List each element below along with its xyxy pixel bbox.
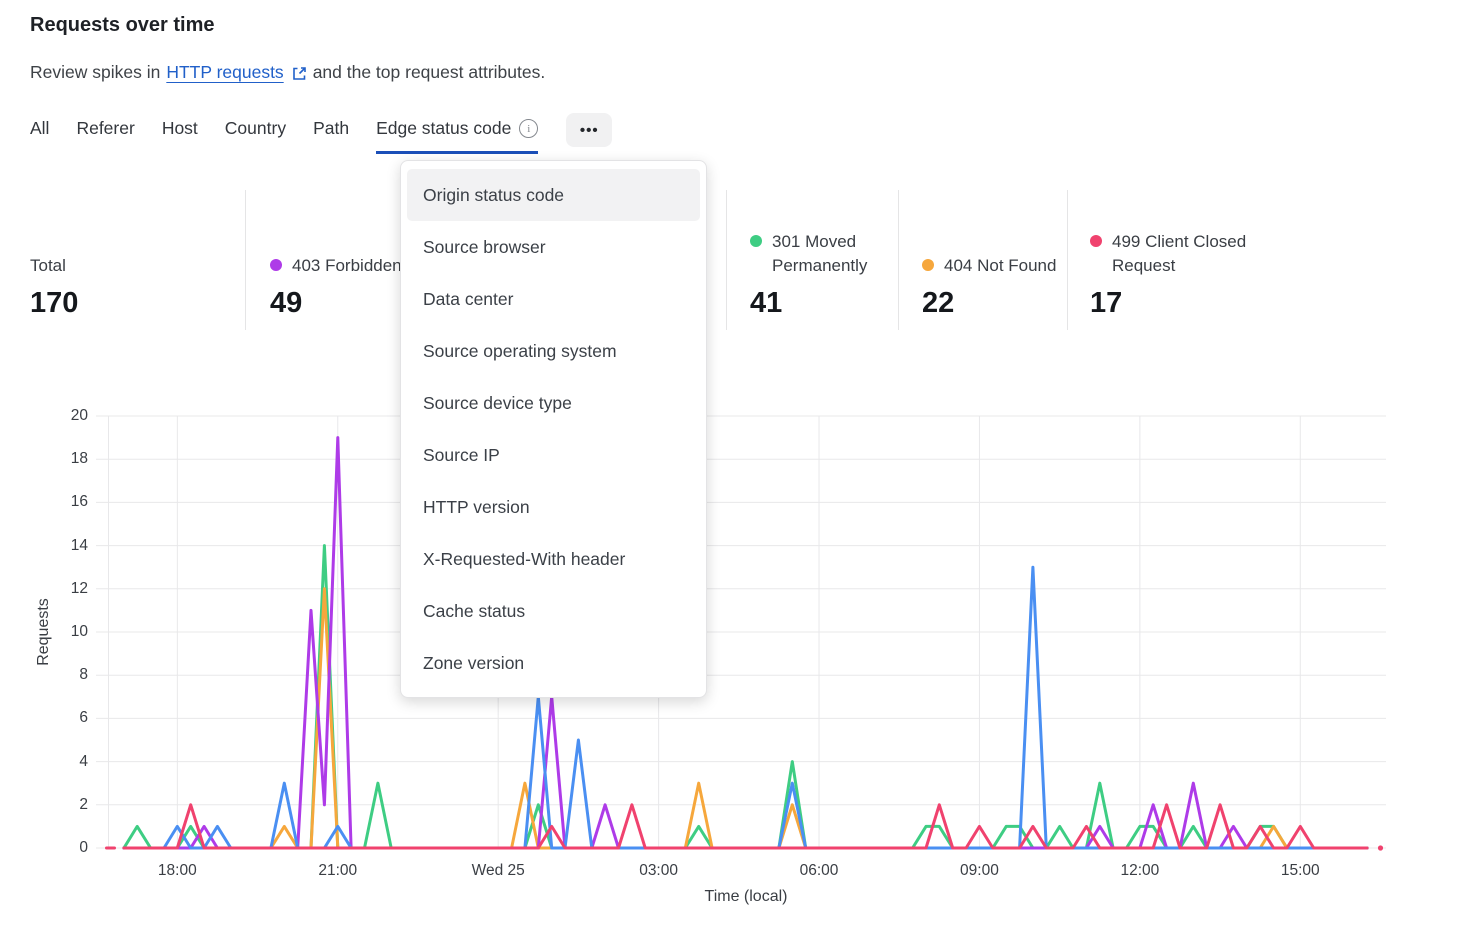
x-tick-label: 06:00 — [800, 862, 839, 880]
x-tick-label: 03:00 — [639, 862, 678, 880]
y-tick-label: 0 — [36, 839, 88, 857]
y-tick-label: 10 — [36, 623, 88, 641]
tab-path[interactable]: Path — [313, 118, 349, 151]
stat-total-value: 170 — [30, 287, 78, 320]
x-tick-label: 15:00 — [1281, 862, 1320, 880]
stat-499-value: 17 — [1090, 287, 1280, 320]
menu-item-zone-version[interactable]: Zone version — [407, 637, 700, 689]
menu-item-source-device-type[interactable]: Source device type — [407, 377, 700, 429]
y-tick-label: 6 — [36, 709, 88, 727]
page-title: Requests over time — [30, 14, 215, 37]
y-tick-label: 18 — [36, 450, 88, 468]
menu-item-origin-status-code[interactable]: Origin status code — [407, 169, 700, 221]
y-tick-label: 8 — [36, 666, 88, 684]
x-tick-label: 09:00 — [960, 862, 999, 880]
x-tick-label: 21:00 — [318, 862, 357, 880]
tab-host[interactable]: Host — [162, 118, 198, 151]
divider — [1067, 190, 1068, 330]
stat-499: 499 Client Closed Request 17 — [1090, 192, 1280, 320]
stat-total: Total 170 — [30, 192, 78, 320]
external-link-icon — [292, 65, 307, 80]
x-tick-label: 18:00 — [158, 862, 197, 880]
attribute-dropdown-menu: Origin status code Source browser Data c… — [400, 160, 707, 698]
menu-item-http-version[interactable]: HTTP version — [407, 481, 700, 533]
y-tick-label: 2 — [36, 796, 88, 814]
y-tick-label: 12 — [36, 580, 88, 598]
stat-total-label: Total — [30, 254, 66, 279]
more-tabs-button[interactable]: ••• — [566, 113, 612, 147]
stat-403-dot — [270, 259, 282, 271]
menu-item-source-browser[interactable]: Source browser — [407, 221, 700, 273]
y-tick-label: 20 — [36, 407, 88, 425]
series-end-dot — [1378, 845, 1383, 850]
divider — [898, 190, 899, 330]
subtitle-prefix: Review spikes in — [30, 62, 160, 83]
divider — [726, 190, 727, 330]
stat-404-label: 404 Not Found — [944, 254, 1056, 279]
stat-301-dot — [750, 235, 762, 247]
y-tick-label: 14 — [36, 537, 88, 555]
page-subtitle: Review spikes in HTTP requests and the t… — [30, 62, 545, 83]
info-icon[interactable]: i — [519, 119, 538, 138]
stat-404: 404 Not Found 22 — [922, 192, 1082, 320]
tab-country[interactable]: Country — [225, 118, 286, 151]
tab-edge-status-code[interactable]: Edge status code i — [376, 118, 538, 154]
x-tick-label: Wed 25 — [472, 862, 525, 880]
tab-all[interactable]: All — [30, 118, 49, 151]
y-tick-label: 16 — [36, 493, 88, 511]
menu-item-cache-status[interactable]: Cache status — [407, 585, 700, 637]
series-line — [124, 546, 1367, 848]
subtitle-suffix: and the top request attributes. — [313, 62, 546, 83]
menu-item-data-center[interactable]: Data center — [407, 273, 700, 325]
y-tick-label: 4 — [36, 753, 88, 771]
divider — [245, 190, 246, 330]
menu-item-x-requested-with-header[interactable]: X-Requested-With header — [407, 533, 700, 585]
series-line — [124, 438, 1367, 848]
menu-item-source-ip[interactable]: Source IP — [407, 429, 700, 481]
stat-301-label: 301 Moved Permanently — [772, 230, 892, 279]
stat-301-value: 41 — [750, 287, 900, 320]
http-requests-link[interactable]: HTTP requests — [166, 62, 283, 83]
stat-404-value: 22 — [922, 287, 1082, 320]
tab-edge-status-code-label: Edge status code — [376, 118, 511, 139]
x-tick-label: 12:00 — [1120, 862, 1159, 880]
x-axis-label: Time (local) — [705, 888, 788, 906]
stat-301: 301 Moved Permanently 41 — [750, 192, 900, 320]
requests-line-chart — [95, 410, 1390, 856]
menu-item-source-operating-system[interactable]: Source operating system — [407, 325, 700, 377]
filter-tabs: All Referer Host Country Path Edge statu… — [30, 118, 612, 154]
stat-499-label: 499 Client Closed Request — [1112, 230, 1252, 279]
stat-404-dot — [922, 259, 934, 271]
stat-499-dot — [1090, 235, 1102, 247]
stat-403-label: 403 Forbidden — [292, 254, 402, 279]
tab-referer[interactable]: Referer — [76, 118, 134, 151]
